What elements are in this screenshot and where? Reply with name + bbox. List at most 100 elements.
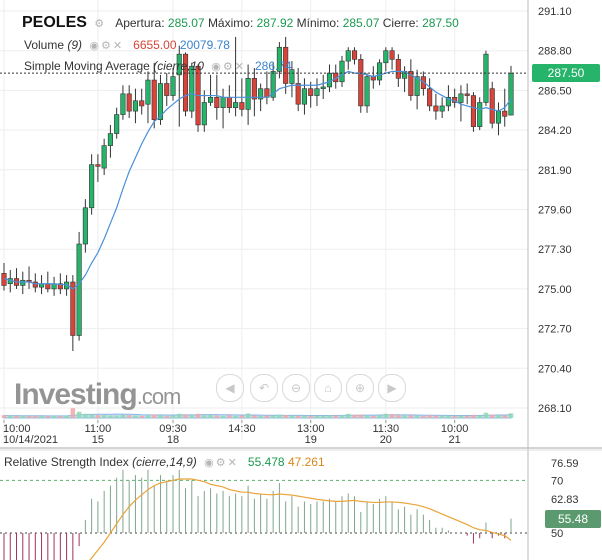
volume-bar	[446, 415, 451, 418]
close-icon[interactable]: ✕	[112, 40, 125, 52]
candle-body	[157, 83, 164, 121]
volume-bar	[408, 415, 414, 418]
candle-body	[502, 110, 508, 117]
volume-bar	[95, 415, 101, 418]
candle-body	[308, 88, 314, 96]
rsi-signal-value: 47.261	[287, 455, 325, 469]
candle-body	[132, 100, 138, 112]
watermark-brand: Investing	[14, 378, 138, 411]
volume-bar	[402, 415, 407, 418]
gear-icon[interactable]: ⚙	[94, 18, 107, 30]
volume-bar	[114, 415, 119, 418]
volume-bar	[76, 411, 82, 418]
candle	[89, 154, 95, 215]
candle	[420, 71, 426, 96]
candle	[289, 61, 295, 98]
candle	[283, 36, 289, 94]
candle	[20, 271, 26, 295]
maximo-value: 287.92	[256, 16, 294, 30]
price-tick-label: 275.00	[538, 284, 572, 296]
x-tick-day: 19	[305, 434, 317, 446]
volume-bar	[358, 414, 364, 418]
candle	[439, 97, 445, 119]
gear-icon[interactable]: ⚙	[215, 457, 228, 469]
gear-icon[interactable]: ⚙	[101, 40, 113, 52]
volume-layer	[1, 408, 514, 419]
candle	[489, 81, 495, 129]
volume-bar	[164, 415, 169, 418]
volume-bar	[439, 415, 445, 418]
candle	[126, 85, 132, 119]
volume-bar	[227, 415, 232, 418]
candle-body	[351, 50, 358, 60]
volume-bar	[245, 413, 251, 418]
rewind-icon[interactable]: ◀	[216, 374, 244, 402]
candle	[377, 59, 383, 86]
apertura-label: Apertura:	[115, 16, 165, 30]
close-icon[interactable]: ✕	[234, 61, 246, 73]
rsi-tick-label: 70	[551, 475, 563, 487]
candle	[308, 81, 314, 108]
eye-icon[interactable]: ◉	[89, 40, 101, 52]
symbol-label: PEOLES	[22, 14, 87, 31]
forward-icon[interactable]: ▶	[378, 374, 406, 402]
volume-bar	[51, 416, 57, 418]
candle-body	[270, 71, 276, 98]
close-icon[interactable]: ✕	[227, 457, 239, 469]
volume-bar	[183, 414, 188, 418]
candle-body	[377, 62, 383, 81]
watermark-domain: .com	[136, 384, 182, 409]
rsi-tick-label: 76.59	[551, 458, 579, 470]
candle	[470, 92, 476, 132]
volume-bar	[177, 413, 182, 418]
maximo-label: Máximo:	[207, 16, 254, 30]
candle	[70, 275, 76, 352]
candle-body	[251, 78, 257, 100]
zoom-out-icon[interactable]: ⊖	[282, 374, 310, 402]
x-tick-day: 10/14/2021	[3, 434, 58, 446]
candle-body	[220, 97, 226, 108]
volume-bar	[189, 415, 195, 418]
candle-body	[439, 105, 445, 112]
x-tick-time: 11:00	[85, 423, 112, 435]
candle-body	[301, 88, 307, 105]
gear-icon[interactable]: ⚙	[222, 61, 235, 73]
price-legend: PEOLES ⚙ Apertura: 285.07 Máximo: 287.92…	[0, 15, 459, 32]
candle-body	[420, 76, 426, 89]
candle-body	[32, 281, 38, 288]
rsi-tick-label: 62.83	[551, 494, 579, 506]
candle	[320, 74, 326, 100]
candle-body	[164, 83, 170, 96]
sma-value: 286.74	[255, 59, 292, 73]
volume-bar	[1, 415, 7, 418]
candle	[301, 78, 307, 115]
eye-icon[interactable]: ◉	[204, 457, 216, 469]
minimo-label: Mínimo:	[296, 16, 340, 30]
candle	[151, 62, 157, 129]
candle-body	[95, 164, 101, 167]
eye-icon[interactable]: ◉	[211, 61, 223, 73]
candle-body	[182, 53, 189, 112]
candle-body	[245, 78, 251, 110]
candle-body	[495, 110, 502, 124]
volume-bar	[502, 415, 507, 418]
x-tick-time: 14:30	[228, 423, 256, 435]
volume-bar	[464, 415, 470, 418]
candle-body	[226, 97, 232, 108]
volume-bar	[20, 415, 26, 418]
candle-body	[345, 50, 351, 62]
candle	[176, 45, 182, 127]
zoom-in-icon[interactable]: ⊕	[346, 374, 374, 402]
rsi-layer	[0, 469, 528, 560]
volume-bar	[252, 415, 257, 418]
volume-bar	[220, 415, 226, 418]
rsi-signal-line	[89, 478, 512, 560]
candle-body	[45, 283, 51, 290]
undo-icon[interactable]: ↶	[250, 374, 278, 402]
candle-body	[239, 102, 245, 110]
candle-body	[383, 50, 389, 64]
zoom-reset-icon[interactable]: ⌂	[314, 374, 342, 402]
candle-body	[320, 86, 326, 89]
rsi-label: Relative Strength Index	[4, 455, 129, 469]
